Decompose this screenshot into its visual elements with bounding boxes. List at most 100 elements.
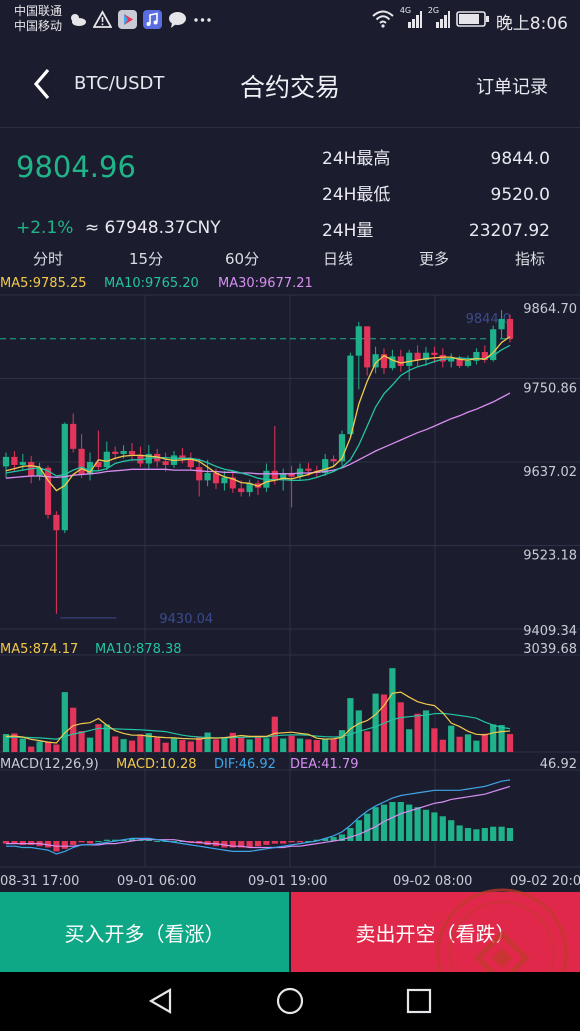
trading-pair[interactable]: BTC/USDT xyxy=(74,73,165,94)
volume-bar xyxy=(481,733,488,752)
candle-body xyxy=(271,470,278,481)
macd-histogram xyxy=(2,779,514,855)
volume-bar xyxy=(2,734,10,752)
warning-icon xyxy=(92,10,113,29)
macd-bar xyxy=(280,840,287,844)
network-type-1: 4G xyxy=(399,6,412,15)
clock: 晚上8:06 xyxy=(495,14,568,34)
volume-bar xyxy=(414,713,421,752)
volume-bar xyxy=(506,734,514,752)
volume-bar xyxy=(36,741,43,752)
volume-bar xyxy=(154,737,161,752)
candle-body xyxy=(490,329,497,361)
candle-body xyxy=(112,451,119,454)
stat-high-value: 9844.0 xyxy=(490,149,550,169)
back-button[interactable] xyxy=(30,66,56,102)
volume-bar xyxy=(95,724,102,752)
volume-bar xyxy=(179,740,186,752)
volume-bar xyxy=(145,733,152,752)
volume-bar xyxy=(70,707,77,752)
low-marker: 9430.04 xyxy=(159,612,213,627)
kline-chart[interactable]: MA5:9785.25 MA10:9765.20 MA30:9677.21 MA5:8… xyxy=(0,272,580,892)
candle-body xyxy=(414,352,421,361)
macd-bar xyxy=(154,840,161,842)
dif-line xyxy=(6,779,511,855)
candle-body xyxy=(338,434,346,462)
wifi-icon xyxy=(372,10,394,33)
price-axis-label: 9637.02 xyxy=(523,465,577,480)
volume-bar xyxy=(280,738,287,752)
candle-body xyxy=(128,451,136,455)
volume-bar xyxy=(406,729,413,752)
candle-body xyxy=(103,451,110,468)
circle-home-icon xyxy=(276,987,304,1015)
candle-body xyxy=(229,477,236,489)
candle-body xyxy=(78,448,85,475)
ma30-legend: MA30:9677.21 xyxy=(218,276,313,291)
candle-body xyxy=(2,456,10,467)
tab-15min[interactable]: 15分 xyxy=(129,250,164,268)
volume-bar xyxy=(11,733,18,752)
candle-body xyxy=(95,462,102,468)
ma10-line xyxy=(5,344,511,482)
nav-back-button[interactable] xyxy=(146,986,176,1016)
volume-bar xyxy=(128,740,136,752)
interval-tabs: 分时 15分 60分 日线 更多 指标 xyxy=(0,248,580,274)
volume-bar xyxy=(238,737,245,752)
sell-short-button[interactable]: 卖出开空（看跌） xyxy=(291,892,580,972)
macd-bar xyxy=(187,840,194,843)
macd-bar xyxy=(322,838,329,841)
macd-bar xyxy=(238,840,245,848)
volume-bar xyxy=(397,702,404,752)
volume-bar xyxy=(313,740,320,752)
candle-body xyxy=(288,473,295,477)
volume-bar xyxy=(456,736,463,752)
carrier-2: 中国移动 xyxy=(14,19,63,33)
order-history-link[interactable]: 订单记录 xyxy=(476,77,548,98)
tab-more[interactable]: 更多 xyxy=(419,250,450,268)
macd-bar xyxy=(380,804,388,841)
tab-indicators[interactable]: 指标 xyxy=(515,250,546,268)
nav-recents-button[interactable] xyxy=(404,986,434,1016)
volume-bar xyxy=(271,716,278,752)
chart-axes: 9864.70 9750.86 9637.02 9523.18 9409.34 3039.… xyxy=(0,302,580,889)
volume-bar xyxy=(120,739,127,752)
time-axis-label: 08-31 17:00 xyxy=(0,874,79,889)
buy-long-button[interactable]: 买入开多（看涨） xyxy=(0,892,289,972)
macd-bar xyxy=(229,840,236,848)
system-nav-bar xyxy=(0,972,580,1031)
macd-axis-label: 46.92 xyxy=(540,757,577,772)
candle-body xyxy=(246,483,253,493)
volume-bar xyxy=(103,724,110,752)
candle-body xyxy=(464,360,472,366)
volume-bar xyxy=(187,741,194,752)
candle-body xyxy=(212,473,220,484)
macd-bar xyxy=(103,839,110,841)
macd-bar xyxy=(464,827,472,841)
tab-60min[interactable]: 60分 xyxy=(225,250,260,268)
candle-body xyxy=(456,358,463,366)
volume-bar xyxy=(288,735,295,752)
tab-daily[interactable]: 日线 xyxy=(323,250,354,268)
macd-bar xyxy=(347,827,354,841)
tab-timeshare[interactable]: 分时 xyxy=(33,250,64,268)
candle-body xyxy=(481,351,488,361)
volume-bar xyxy=(364,731,371,752)
volume-bar xyxy=(229,732,236,752)
stat-high: 24H最高 9844.0 xyxy=(322,146,550,182)
macd-bar xyxy=(448,820,455,841)
dif-legend: DIF:46.92 xyxy=(214,757,276,772)
volume-bar xyxy=(212,739,220,752)
volume-bar xyxy=(204,732,211,752)
candle-body xyxy=(473,351,480,361)
nav-home-button[interactable] xyxy=(275,986,305,1016)
volume-bar xyxy=(61,692,68,752)
status-bar: 中国联通 中国移动 4G 2G xyxy=(0,0,580,40)
square-recents-icon xyxy=(406,988,432,1014)
volume-bar xyxy=(254,736,262,752)
chevron-left-icon xyxy=(33,68,50,100)
macd-bar xyxy=(431,812,438,841)
candle-body xyxy=(36,467,43,476)
macd-bar xyxy=(204,840,211,845)
macd-bar xyxy=(372,807,379,841)
